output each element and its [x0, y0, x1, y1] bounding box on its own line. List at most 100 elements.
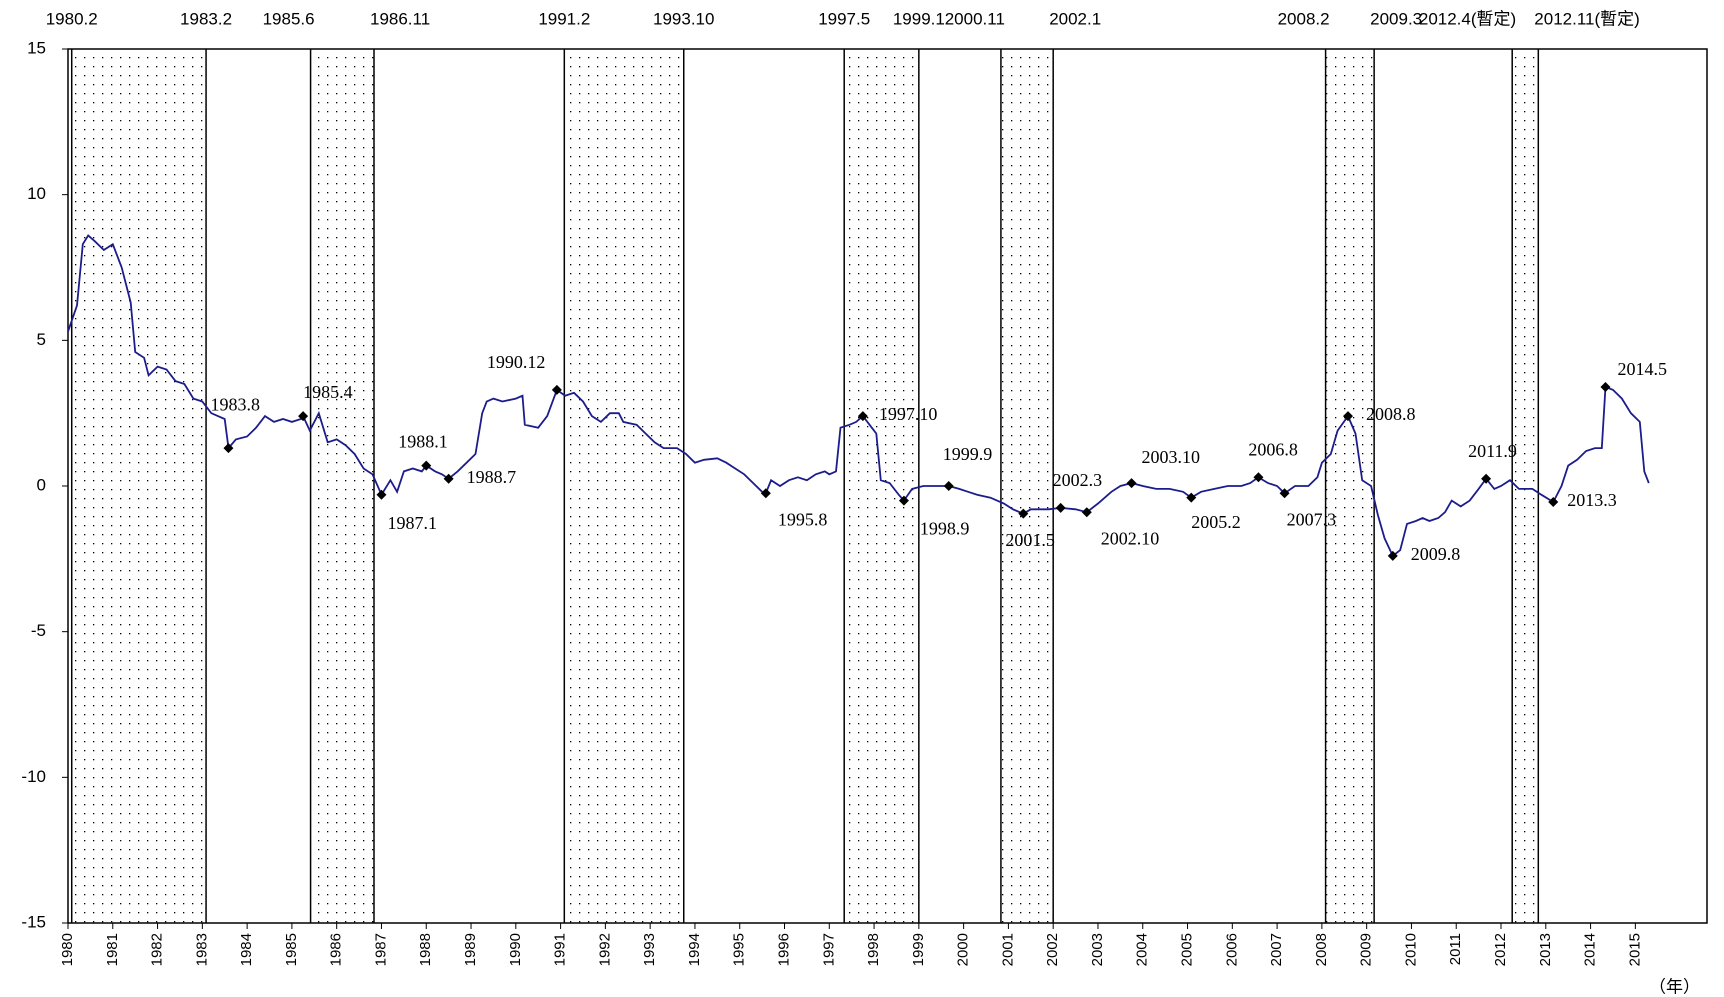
turning-point-label: 2009.8: [1411, 544, 1461, 564]
turning-point-marker: [376, 489, 387, 500]
x-tick-label: 2015: [1626, 933, 1643, 966]
x-tick-label: 2005: [1179, 933, 1196, 966]
turning-point-marker: [943, 481, 954, 491]
x-tick-label: 1989: [462, 933, 479, 966]
turning-point-label: 1997.10: [879, 404, 938, 424]
turning-point-marker: [1055, 502, 1066, 513]
turning-point-label: 2013.3: [1567, 490, 1617, 510]
turning-point-label: 1988.1: [398, 432, 448, 452]
recession-band: [310, 49, 374, 923]
turning-point-label: 2005.2: [1191, 512, 1241, 532]
turning-point-label: 2008.8: [1366, 404, 1416, 424]
x-tick-label: 1984: [238, 933, 255, 966]
x-tick-label: 2011: [1447, 933, 1464, 965]
turning-point-marker: [898, 495, 909, 506]
y-tick-label: 5: [37, 330, 46, 349]
x-tick-label: 2002: [1044, 933, 1061, 966]
x-tick-label: 1982: [149, 933, 166, 966]
turning-point-marker: [298, 411, 309, 422]
recession-date-label: 2008.2: [1278, 9, 1330, 28]
recession-date-label: 2000.11: [945, 9, 1005, 28]
y-tick-label: 15: [27, 38, 46, 57]
x-tick-label: 1985: [283, 933, 300, 966]
turning-point-marker: [1126, 478, 1137, 489]
turning-point-label: 1988.7: [467, 467, 517, 487]
x-tick-label: 2003: [1089, 933, 1106, 966]
turning-point-label: 1995.8: [778, 509, 828, 529]
turning-point-marker: [760, 488, 771, 499]
turning-point-marker: [1279, 488, 1290, 499]
recession-band: [1000, 49, 1054, 923]
turning-point-marker: [1600, 381, 1611, 392]
recession-band: [71, 49, 207, 923]
recession-date-label: 2012.4(暫定): [1419, 9, 1516, 28]
turning-point-label: 2003.10: [1142, 447, 1201, 467]
turning-point-marker: [1342, 411, 1353, 422]
y-tick-label: 10: [27, 184, 46, 203]
x-tick-label: 2012: [1492, 933, 1509, 966]
y-tick-label: -15: [21, 912, 46, 931]
x-tick-label: 1990: [507, 933, 524, 966]
x-tick-label: 1991: [552, 933, 569, 966]
turning-point-label: 2014.5: [1617, 359, 1667, 379]
recession-date-label: 1999.1: [893, 9, 945, 28]
turning-point-label: 2006.8: [1248, 439, 1298, 459]
x-tick-label: 2006: [1223, 933, 1240, 966]
x-tick-label: 2014: [1582, 933, 1599, 966]
turning-point-marker: [1018, 508, 1029, 519]
turning-point-marker: [551, 384, 562, 395]
turning-point-label: 1999.9: [943, 444, 993, 464]
turning-point-marker: [1253, 472, 1264, 483]
x-tick-label: 1987: [372, 933, 389, 966]
x-tick-label: 1986: [328, 933, 345, 966]
recession-date-label: 1997.5: [818, 9, 870, 28]
recession-date-label: 2009.3: [1370, 9, 1422, 28]
x-tick-label: 2013: [1537, 933, 1554, 966]
turning-point-label: 1985.4: [303, 382, 353, 402]
turning-point-marker: [1387, 550, 1398, 561]
y-tick-label: -5: [31, 621, 46, 640]
turning-point-label: 1990.12: [487, 352, 546, 372]
recession-date-label: 1980.2: [46, 9, 98, 28]
x-tick-label: 1983: [193, 933, 210, 966]
recession-band: [564, 49, 684, 923]
x-tick-label: 1988: [417, 933, 434, 966]
turning-point-marker: [1548, 497, 1559, 508]
turning-point-label: 1983.8: [210, 394, 260, 414]
y-tick-label: -10: [21, 767, 46, 786]
x-tick-label: 1994: [686, 933, 703, 966]
turning-point-label: 2011.9: [1468, 441, 1517, 461]
turning-point-marker: [1186, 492, 1197, 503]
x-tick-label: 1997: [820, 933, 837, 966]
recession-band: [844, 49, 919, 923]
x-tick-label: 2007: [1268, 933, 1285, 966]
turning-point-marker: [857, 411, 868, 422]
x-tick-label: 2010: [1402, 933, 1419, 966]
turning-point-label: 1998.9: [920, 519, 970, 539]
x-axis-label: （年）: [1649, 977, 1700, 996]
x-tick-label: 1992: [596, 933, 613, 966]
recession-date-label: 2002.1: [1049, 9, 1101, 28]
x-tick-label: 1999: [910, 933, 927, 966]
x-tick-label: 1996: [775, 933, 792, 966]
turning-point-label: 2007.3: [1287, 509, 1337, 529]
turning-point-label: 1987.1: [387, 513, 437, 533]
turning-point-marker: [421, 460, 432, 471]
x-tick-label: 1995: [731, 933, 748, 966]
turning-point-label: 2002.3: [1053, 470, 1103, 490]
x-tick-label: 1981: [104, 933, 121, 966]
x-tick-label: 1993: [641, 933, 658, 966]
y-tick-label: 0: [37, 475, 46, 494]
recession-date-label: 1991.2: [538, 9, 590, 28]
x-tick-label: 2009: [1358, 933, 1375, 966]
x-tick-label: 1998: [865, 933, 882, 966]
x-tick-label: 1980: [59, 933, 76, 966]
recession-band: [1325, 49, 1375, 923]
turning-point-marker: [443, 473, 454, 484]
recession-date-label: 1985.6: [263, 9, 315, 28]
turning-point-label: 2002.10: [1101, 528, 1160, 548]
turning-point-marker: [1481, 473, 1492, 484]
recession-date-label: 1986.11: [370, 9, 430, 28]
recession-date-label: 1983.2: [180, 9, 232, 28]
